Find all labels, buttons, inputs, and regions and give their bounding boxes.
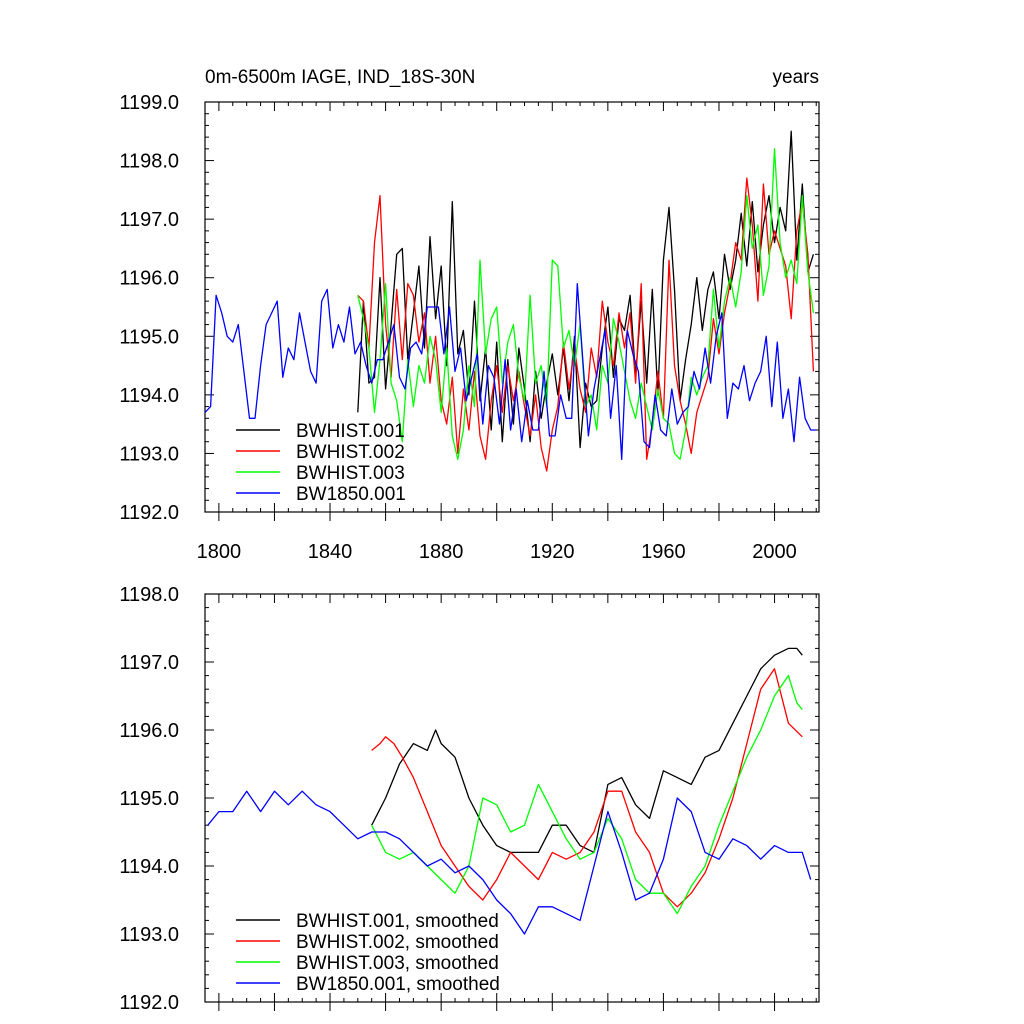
x-tick-label: 1960 (641, 541, 686, 563)
bottom-panel: 1192.0 1193.0 1194.0 1195.0 1196.0 1197.0 1198… (119, 584, 820, 1014)
x-tick-label: 1800 (197, 541, 242, 563)
y-tick-label: 1196.0 (119, 720, 179, 742)
top-chart-units: years (773, 67, 819, 88)
legend-label: BWHIST.003, smoothed (296, 953, 499, 974)
series-line-bwhist-003-smoothed (371, 674, 803, 915)
y-tick-label: 1193.0 (119, 443, 179, 465)
y-tick-label: 1193.0 (119, 924, 179, 946)
series-line-bwhist-002-smoothed (371, 668, 803, 908)
top-panel: 0m-6500m IAGE, IND_18S-30N years 1192.01… (119, 67, 820, 563)
x-tick-label: 1840 (308, 541, 353, 563)
y-tick-label: 1192.0 (119, 992, 179, 1014)
y-tick-label: 1198.0 (119, 584, 179, 606)
y-tick-label: 1195.0 (119, 788, 179, 810)
bottom-series-group (207, 647, 812, 935)
y-tick-label: 1198.0 (119, 151, 179, 173)
y-tick-label: 1197.0 (119, 652, 179, 674)
legend-label: BWHIST.001, smoothed (296, 911, 499, 932)
legend-label: BWHIST.003 (296, 463, 405, 484)
legend-label: BWHIST.002, smoothed (296, 932, 499, 953)
legend-label: BWHIST.002 (296, 442, 405, 463)
y-tick-label: 1199.0 (119, 92, 179, 114)
top-chart-title: 0m-6500m IAGE, IND_18S-30N (205, 67, 475, 88)
legend-label: BWHIST.001 (296, 421, 405, 442)
top-plot-frame (204, 101, 820, 513)
top-x-axis: 1800 1840 1880 1920 1960 2000 (197, 102, 817, 563)
legend-label: BW1850.001, smoothed (296, 974, 500, 995)
y-tick-label: 1192.0 (119, 502, 179, 524)
y-tick-label: 1194.0 (119, 856, 179, 878)
y-tick-label: 1194.0 (119, 385, 179, 407)
x-tick-label: 2000 (752, 541, 797, 563)
top-y-axis: 1192.0 1193.0 1194.0 1195.0 1196.0 1197.0 1198… (119, 92, 819, 524)
series-line-bwhist-001 (357, 130, 815, 449)
bottom-x-axis (218, 594, 817, 1011)
bottom-y-axis: 1192.0 1193.0 1194.0 1195.0 1196.0 1197.0 1198… (119, 584, 819, 1014)
x-tick-label: 1920 (530, 541, 575, 563)
series-line-bwhist-001-smoothed (371, 647, 803, 854)
legend-label: BW1850.001 (296, 484, 406, 505)
series-line-bw1850-001 (204, 282, 817, 460)
y-tick-label: 1195.0 (119, 326, 179, 348)
x-tick-label: 1880 (419, 541, 464, 563)
y-tick-label: 1197.0 (119, 209, 179, 231)
series-line-bw1850-001-smoothed (207, 790, 812, 935)
top-series-group (204, 130, 817, 472)
y-tick-label: 1196.0 (119, 268, 179, 290)
